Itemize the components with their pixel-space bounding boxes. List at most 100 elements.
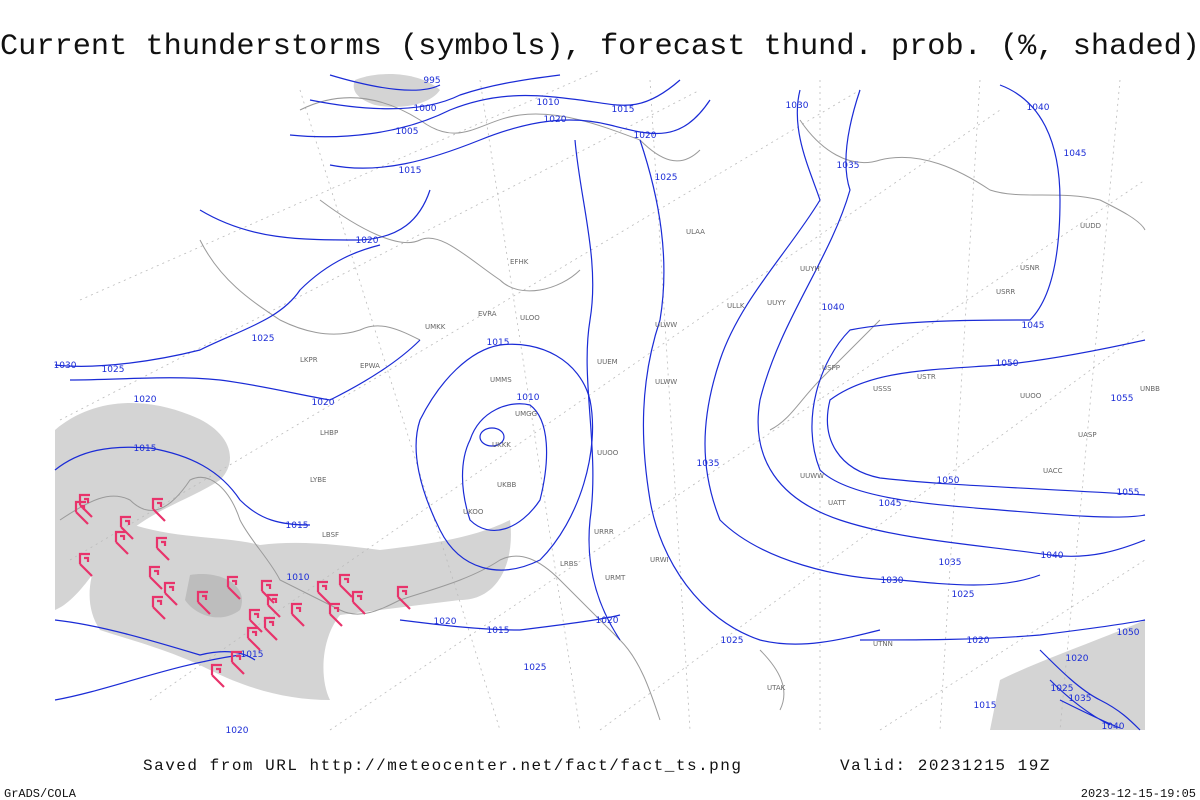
thunderstorm-symbol [163, 581, 178, 606]
isobar-label: 1025 [524, 663, 547, 673]
isobar [54, 654, 241, 701]
isobar [399, 614, 621, 631]
isobar [329, 99, 711, 169]
isobar-label: 1020 [634, 131, 657, 141]
station-label: EPWA [360, 362, 380, 370]
isobar-label: 1025 [655, 173, 678, 183]
thunderstorm-symbol [155, 536, 170, 561]
thunderstorm-symbol [196, 590, 211, 615]
isobar-label: 1015 [241, 650, 264, 660]
isobar-label: 1015 [487, 338, 510, 348]
isobar-label: 1030 [54, 361, 77, 371]
station-label: USNR [1020, 264, 1040, 272]
isobar-label: 1020 [226, 726, 249, 736]
isobar [859, 619, 1146, 641]
station-label: URRR [594, 528, 614, 536]
station-label: UUYH [800, 265, 820, 273]
credit: GrADS/COLA [4, 787, 77, 800]
station-label: UUOO [1020, 392, 1042, 400]
station-label: EFHK [510, 258, 529, 266]
isobar [811, 84, 1146, 518]
station-label: UMGG [515, 410, 537, 418]
isobar-label: 1025 [1051, 684, 1074, 694]
isobar [54, 244, 381, 367]
isobar-label: 1035 [1069, 694, 1092, 704]
thunderstorm-symbol [290, 602, 305, 627]
isobar-label: 1050 [1117, 628, 1140, 638]
thunderstorm-symbol [338, 573, 353, 598]
station-label: ULLK [727, 302, 745, 310]
station-label: ULOO [520, 314, 540, 322]
station-label: USSS [873, 385, 892, 393]
thunderstorm-symbol [396, 585, 411, 610]
station-label: USPP [822, 364, 840, 372]
station-label: LRBS [560, 560, 578, 568]
station-label: LYBE [310, 476, 326, 484]
thunderstorm-symbol [151, 497, 166, 522]
station-label: UMMS [490, 376, 512, 384]
isobar-label: 1020 [544, 115, 567, 125]
isobar [199, 189, 431, 241]
station-label: ULWW [655, 321, 677, 329]
isobar-label: 1045 [879, 499, 902, 509]
isobar-label: 1025 [252, 334, 275, 344]
isobar-label: 1020 [967, 636, 990, 646]
isobar-label: 1020 [356, 236, 379, 246]
isobar-label: 1040 [822, 303, 845, 313]
isobar-label: 1035 [939, 558, 962, 568]
isobar-label: 1035 [837, 161, 860, 171]
thunderstorm-symbol [151, 595, 166, 620]
isobar [826, 339, 1146, 496]
isobar-label: 1035 [697, 459, 720, 469]
station-label: UTAK [767, 684, 786, 692]
isobar [479, 427, 505, 447]
station-label: UMKK [425, 323, 446, 331]
isobar [69, 339, 421, 401]
thunderstorm-symbol [148, 565, 163, 590]
isobar-label: 995 [423, 76, 440, 86]
isobar-label: 1015 [612, 105, 635, 115]
station-label: UKKK [492, 441, 511, 449]
graticule [59, 69, 1146, 731]
isobar-label: 1020 [434, 617, 457, 627]
isobar-label: 1015 [286, 521, 309, 531]
isobar [289, 79, 681, 138]
coastline [59, 97, 1146, 721]
station-label: UNBB [1140, 385, 1160, 393]
station-label: UUDD [1080, 222, 1101, 230]
valid-time: Valid: 20231215 19Z [840, 757, 1051, 775]
station-label: LHBP [320, 429, 338, 437]
thunderstorm-symbols [74, 493, 411, 688]
station-label: ULWW [655, 378, 677, 386]
isobar-label: 1020 [596, 616, 619, 626]
isobar-label: 1040 [1102, 722, 1125, 732]
shaded-area [990, 620, 1145, 730]
station-label: URMT [605, 574, 626, 582]
station-label: UUEM [597, 358, 618, 366]
isobar [1039, 649, 1141, 731]
station-label: USRR [996, 288, 1015, 296]
source-url: Saved from URL http://meteocenter.net/fa… [143, 757, 742, 775]
isobar-label: 1025 [102, 365, 125, 375]
station-label: URWI [650, 556, 669, 564]
isobar-label: 1030 [786, 101, 809, 111]
thunderstorm-symbol [226, 575, 241, 600]
shaded-area [353, 74, 440, 107]
thunderstorm-symbol [246, 626, 261, 651]
isobar [574, 139, 621, 641]
station-label: EVRA [478, 310, 497, 318]
thunderstorm-symbol [263, 616, 278, 641]
station-label: LKPR [300, 356, 318, 364]
isobar-label: 1050 [937, 476, 960, 486]
thunderstorm-symbol [114, 530, 129, 555]
thunderstorm-symbol [78, 552, 93, 577]
thunderstorm-symbol [351, 590, 366, 615]
isobar-label: 1025 [721, 636, 744, 646]
thunderstorm-symbol [316, 580, 331, 605]
station-label: ULAA [686, 228, 705, 236]
isobar [461, 403, 548, 531]
thunderstorm-symbol [266, 593, 281, 618]
title: Current thunderstorms (symbols), forecas… [0, 30, 1200, 64]
station-label: UACC [1043, 467, 1063, 475]
thunderstorm-symbol [210, 663, 225, 688]
